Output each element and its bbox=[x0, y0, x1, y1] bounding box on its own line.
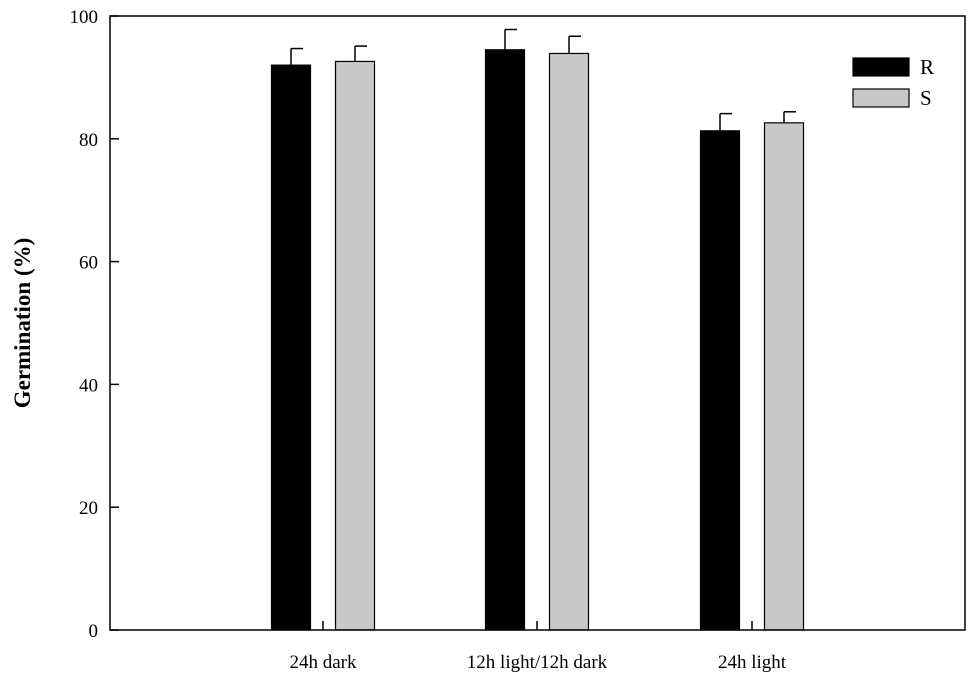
y-tick-label: 40 bbox=[79, 375, 98, 396]
legend-swatch-S bbox=[852, 88, 910, 108]
x-tick-label: 24h dark bbox=[289, 652, 357, 673]
legend: RS bbox=[852, 55, 934, 110]
y-tick-label: 0 bbox=[89, 621, 99, 642]
legend-label-S: S bbox=[920, 86, 932, 110]
y-axis-label: Germination (%) bbox=[10, 238, 35, 409]
legend-swatch-R bbox=[852, 57, 910, 77]
y-tick-label: 100 bbox=[70, 7, 99, 28]
bar-R-0 bbox=[270, 64, 312, 631]
bar-R-2 bbox=[699, 130, 741, 631]
bar-S-1 bbox=[548, 52, 590, 631]
bar-R-1 bbox=[484, 49, 526, 631]
bar-S-2 bbox=[763, 122, 805, 631]
y-tick-label: 80 bbox=[79, 130, 98, 151]
legend-label-R: R bbox=[920, 55, 934, 79]
x-axis: 24h dark 12h light/12h dark 24h light bbox=[289, 621, 787, 673]
y-axis: 0 20 40 60 80 100 bbox=[70, 7, 119, 642]
y-tick-label: 60 bbox=[79, 253, 98, 274]
bar-S-0 bbox=[334, 60, 376, 631]
plot-area bbox=[270, 28, 805, 631]
plot-frame bbox=[109, 15, 966, 631]
y-tick-label: 20 bbox=[79, 498, 98, 519]
x-tick-label: 12h light/12h dark bbox=[467, 652, 608, 673]
x-tick-label: 24h light bbox=[718, 652, 787, 673]
